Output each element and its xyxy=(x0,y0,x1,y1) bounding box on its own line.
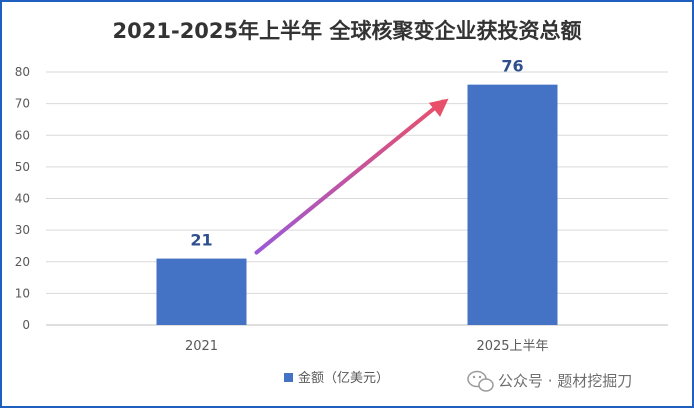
data-labels: 21 76 xyxy=(190,57,523,250)
y-tick-label: 80 xyxy=(15,65,30,79)
y-tick-label: 10 xyxy=(15,286,30,300)
arrow-shaft xyxy=(254,99,445,255)
data-label: 21 xyxy=(190,231,212,250)
arrow-head xyxy=(428,98,449,117)
y-axis-tick-labels: 0 10 20 30 40 50 60 70 80 xyxy=(15,65,30,332)
y-tick-label: 40 xyxy=(15,192,30,206)
legend: 金额（亿美元） xyxy=(284,370,389,386)
y-tick-label: 60 xyxy=(15,128,30,142)
wechat-icon xyxy=(467,370,494,392)
x-tick-label: 2021 xyxy=(185,339,218,354)
legend-swatch xyxy=(284,373,293,382)
gridlines xyxy=(46,71,668,326)
y-tick-label: 50 xyxy=(15,160,30,174)
bar xyxy=(156,258,247,325)
y-tick-label: 70 xyxy=(15,97,30,111)
legend-label: 金额（亿美元） xyxy=(298,370,389,386)
y-tick-label: 30 xyxy=(15,223,30,237)
watermark: 公众号 · 题材挖掘刀 xyxy=(467,370,632,392)
bar xyxy=(467,84,558,326)
watermark-text: 公众号 · 题材挖掘刀 xyxy=(498,372,632,390)
x-tick-label: 2025上半年 xyxy=(476,339,548,354)
y-tick-label: 0 xyxy=(22,318,30,332)
chart-title: 2021-2025年上半年 全球核聚变企业获投资总额 xyxy=(113,19,582,43)
x-axis-tick-labels: 2021 2025上半年 xyxy=(185,339,549,354)
bars xyxy=(156,84,558,326)
data-label: 76 xyxy=(501,57,523,76)
trend-arrow xyxy=(254,98,449,255)
y-tick-label: 20 xyxy=(15,255,30,269)
